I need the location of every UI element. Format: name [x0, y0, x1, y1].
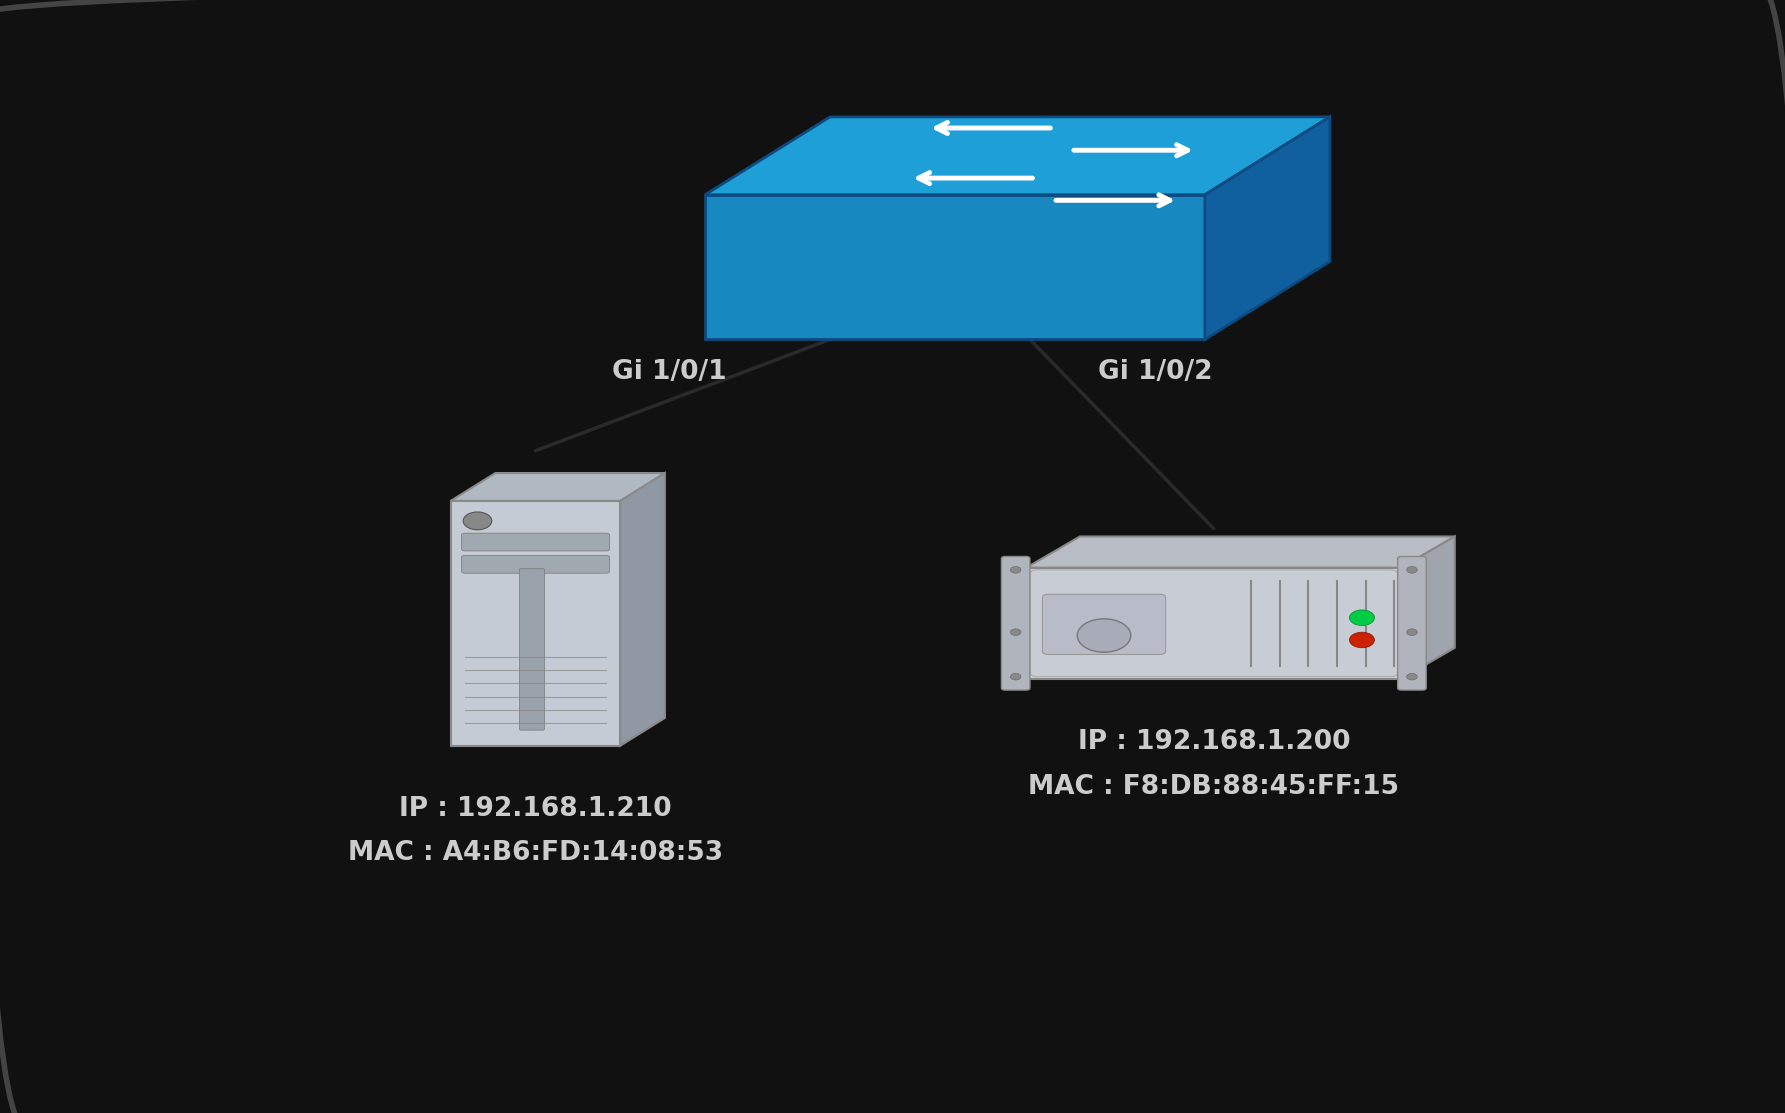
- FancyBboxPatch shape: [1398, 556, 1426, 690]
- Polygon shape: [450, 501, 621, 746]
- Polygon shape: [705, 117, 1330, 195]
- FancyBboxPatch shape: [461, 555, 610, 573]
- FancyBboxPatch shape: [1001, 556, 1030, 690]
- Circle shape: [1407, 567, 1417, 573]
- FancyBboxPatch shape: [461, 533, 610, 551]
- Polygon shape: [1026, 536, 1455, 568]
- Circle shape: [1010, 673, 1021, 680]
- Circle shape: [1349, 610, 1374, 626]
- Text: MAC : F8:DB:88:45:FF:15: MAC : F8:DB:88:45:FF:15: [1028, 774, 1399, 799]
- Circle shape: [1407, 673, 1417, 680]
- Circle shape: [1349, 632, 1374, 648]
- Polygon shape: [621, 473, 666, 746]
- Polygon shape: [450, 473, 666, 501]
- FancyBboxPatch shape: [1030, 570, 1398, 677]
- Circle shape: [1010, 629, 1021, 636]
- Polygon shape: [1401, 536, 1455, 679]
- Text: Gi 1/0/1: Gi 1/0/1: [612, 359, 726, 385]
- Text: Gi 1/0/2: Gi 1/0/2: [1098, 359, 1212, 385]
- Circle shape: [1010, 567, 1021, 573]
- Circle shape: [1078, 619, 1132, 652]
- Polygon shape: [1026, 568, 1401, 679]
- Circle shape: [1407, 629, 1417, 636]
- Text: IP : 192.168.1.210: IP : 192.168.1.210: [400, 796, 671, 821]
- Text: IP : 192.168.1.200: IP : 192.168.1.200: [1078, 729, 1349, 755]
- Circle shape: [462, 512, 493, 530]
- FancyBboxPatch shape: [519, 569, 544, 730]
- Polygon shape: [1205, 117, 1330, 339]
- Text: MAC : A4:B6:FD:14:08:53: MAC : A4:B6:FD:14:08:53: [348, 840, 723, 866]
- FancyBboxPatch shape: [1042, 594, 1166, 654]
- Polygon shape: [705, 195, 1205, 339]
